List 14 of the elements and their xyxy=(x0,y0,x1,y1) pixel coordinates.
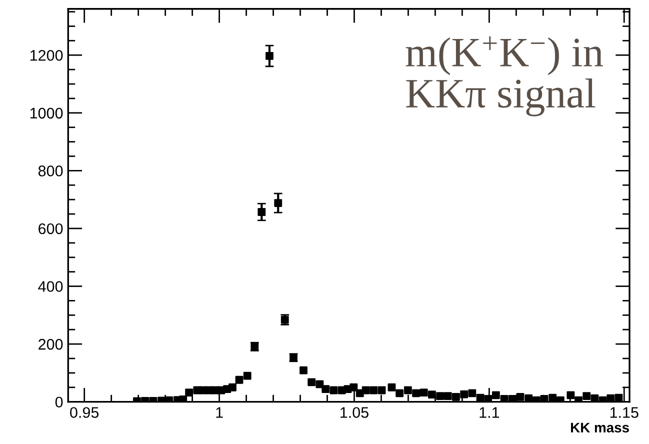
y-tick-label: 1000 xyxy=(30,108,63,119)
x-tick-label: 0.95 xyxy=(70,407,99,418)
text: m(K$^{+}$K$^{−}$) in KKπ signal xyxy=(406,36,603,116)
y-tick-label: 0 xyxy=(55,396,63,408)
x-axis-title: KK mass xyxy=(571,422,629,433)
x-tick-label: 1.1 xyxy=(480,407,500,418)
y-tick-label: 200 xyxy=(38,338,63,350)
y-tick-label: 1200 xyxy=(30,50,63,61)
x-tick-label: 1 xyxy=(216,407,223,418)
y-tick-label: 800 xyxy=(38,166,63,176)
y-tick-label: 400 xyxy=(38,281,63,292)
x-tick-label: 1.05 xyxy=(340,407,368,418)
y-tick-label: 600 xyxy=(38,223,63,234)
x-tick-label: 1.15 xyxy=(610,407,638,418)
